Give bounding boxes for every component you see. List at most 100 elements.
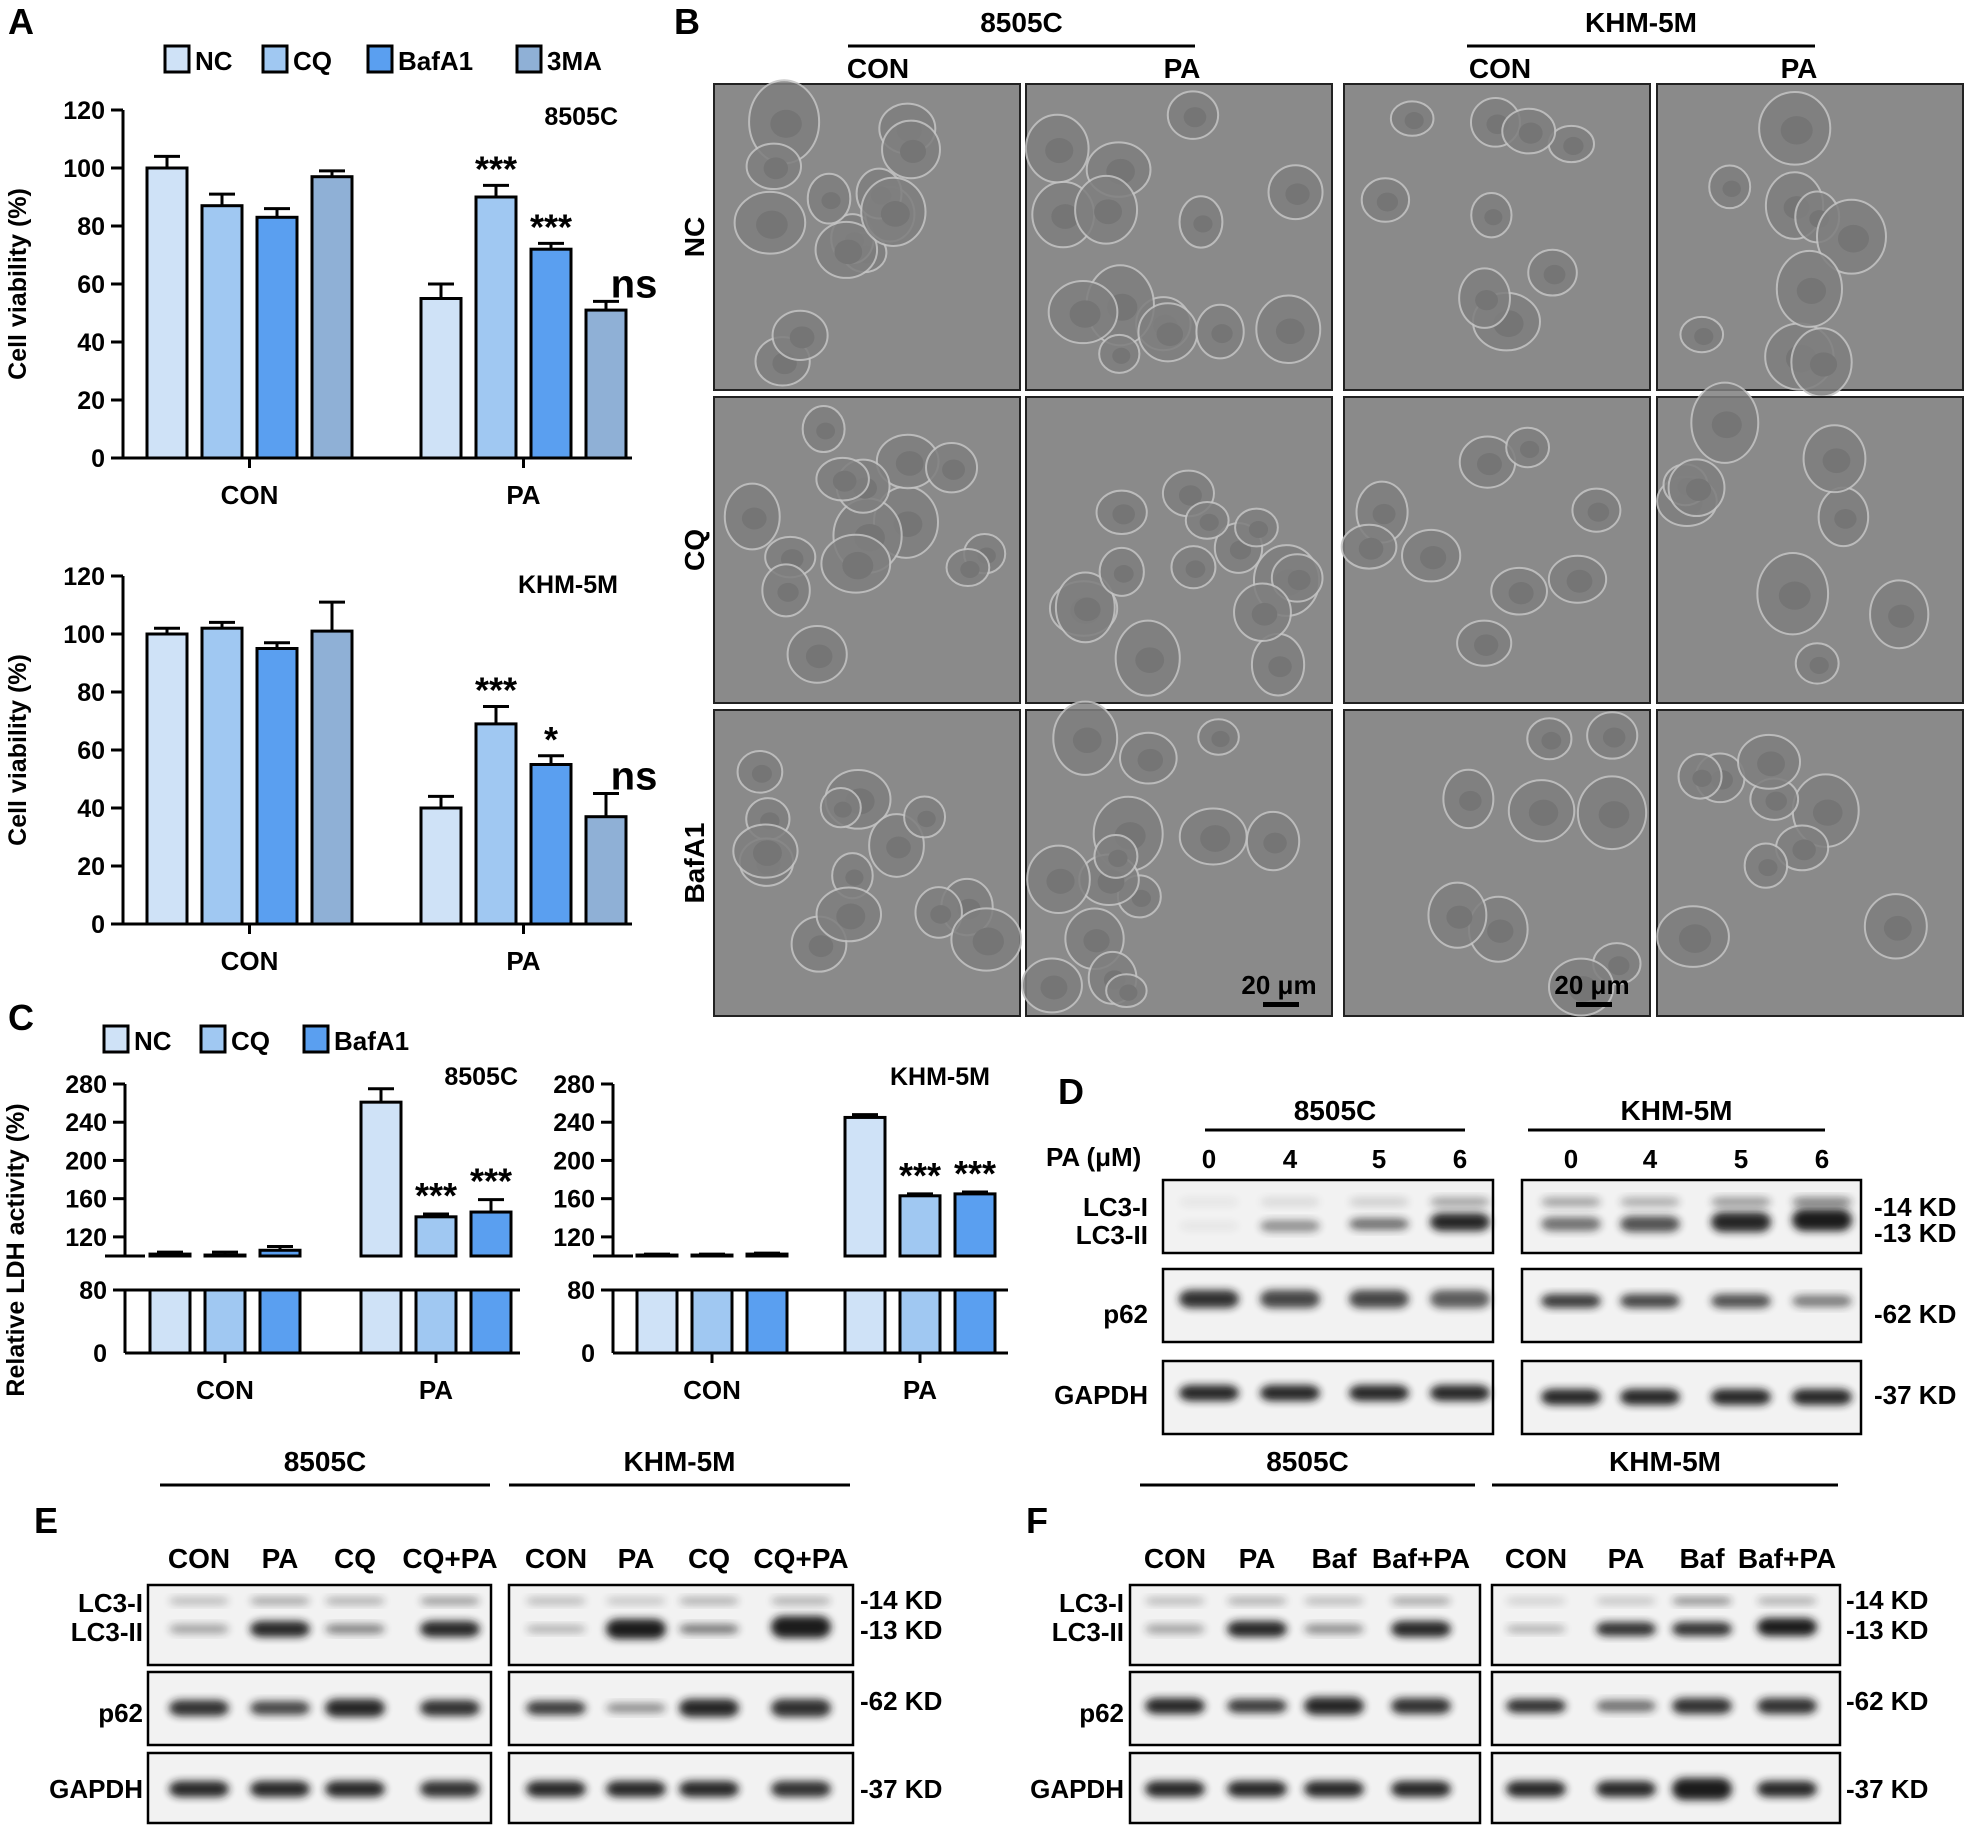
cell-nucleus [1376, 192, 1399, 212]
band-label: LC3-II [1076, 1220, 1148, 1250]
band-label: p62 [98, 1698, 143, 1728]
micrograph [1020, 700, 1333, 1017]
cell-nucleus [1211, 730, 1230, 748]
band [1304, 1697, 1364, 1715]
cell-nucleus [1722, 180, 1741, 198]
cell-nucleus [1094, 199, 1123, 225]
bar [584, 815, 628, 926]
band [1757, 1597, 1817, 1605]
cell-nucleus [832, 470, 857, 492]
cell-nucleus [1287, 569, 1311, 591]
cell-line-label: KHM-5M [518, 571, 618, 599]
x-tick-label: CON [683, 1375, 741, 1405]
cell-nucleus [789, 326, 815, 349]
significance-label: *** [475, 148, 517, 189]
cell-nucleus [741, 507, 767, 530]
cell-nucleus [1487, 919, 1514, 943]
group-label: KHM-5M [1609, 1446, 1721, 1477]
micrograph [1656, 381, 1964, 704]
cell-nucleus [834, 239, 863, 265]
band [1596, 1622, 1656, 1636]
band [1260, 1385, 1320, 1401]
bar [200, 204, 244, 460]
bar [953, 1192, 997, 1258]
column-label: CON [1469, 53, 1531, 84]
cell-nucleus [1474, 634, 1499, 656]
cell-nucleus [1211, 324, 1233, 344]
marker-label: -13 KD [1874, 1218, 1956, 1248]
y-tick-label: 0 [91, 911, 105, 939]
cell-nucleus [1692, 769, 1712, 787]
marker-label: -13 KD [1846, 1615, 1928, 1645]
band [250, 1781, 310, 1797]
cell-nucleus [821, 192, 841, 210]
cell-nucleus [1780, 116, 1813, 145]
cell-line-label: KHM-5M [890, 1063, 990, 1091]
bar-lower-segment [258, 1288, 302, 1355]
y-tick-label: 60 [77, 737, 105, 765]
cell-nucleus [1888, 604, 1915, 628]
cell-nucleus [1711, 411, 1742, 439]
cell-nucleus [1248, 520, 1269, 539]
bar [200, 626, 244, 926]
band [526, 1625, 586, 1633]
cell-nucleus [1083, 929, 1110, 953]
band [169, 1624, 229, 1634]
column-label: CON [847, 53, 909, 84]
band [1757, 1698, 1817, 1714]
band [1620, 1216, 1680, 1232]
y-tick-label: 120 [63, 563, 105, 591]
band [1672, 1698, 1732, 1714]
y-axis-label: Cell viability (%) [4, 654, 32, 846]
bar-lower-segment [469, 1288, 513, 1355]
lane-label: Baf [1679, 1543, 1725, 1574]
band [1620, 1294, 1680, 1308]
group-label: KHM-5M [624, 1446, 736, 1477]
cell-nucleus [1812, 799, 1843, 826]
cell-nucleus [1113, 565, 1134, 583]
marker-label: -13 KD [860, 1615, 942, 1645]
band [1260, 1290, 1320, 1308]
cell-nucleus [942, 459, 966, 480]
lane-label: PA [618, 1543, 655, 1574]
y-tick-label: 120 [63, 97, 105, 125]
cell-nucleus [1563, 136, 1584, 156]
lane-label: Baf+PA [1372, 1543, 1470, 1574]
band [771, 1597, 831, 1605]
cell-nucleus [1809, 656, 1829, 675]
cell-nucleus [1108, 849, 1128, 867]
x-tick-label: PA [506, 480, 540, 510]
marker-label: -62 KD [1874, 1299, 1956, 1329]
band [1541, 1294, 1601, 1308]
band [325, 1699, 385, 1717]
cell-nucleus [1608, 956, 1630, 976]
bar-lower-segment [953, 1288, 997, 1355]
bar-lower-segment [203, 1288, 247, 1355]
micrograph [1025, 396, 1333, 704]
y-tick-label: 120 [553, 1224, 595, 1252]
significance-label: ns [611, 262, 658, 306]
band [1541, 1389, 1601, 1405]
cell-nucleus [1446, 905, 1473, 929]
y-tick-label: 280 [553, 1071, 595, 1099]
legend-label: 3MA [547, 46, 602, 76]
x-tick-label: PA [506, 946, 540, 976]
cell-nucleus [960, 560, 980, 579]
band [1541, 1197, 1601, 1207]
y-tick-label: 40 [77, 329, 105, 357]
marker-label: -37 KD [1874, 1380, 1956, 1410]
cell-nucleus [1459, 790, 1482, 811]
micrograph [1024, 83, 1333, 391]
group-label: KHM-5M [1621, 1095, 1733, 1126]
band [771, 1781, 831, 1797]
significance-label: *** [470, 1161, 512, 1202]
band-label: LC3-I [1083, 1192, 1148, 1222]
micrograph [1656, 709, 1964, 1017]
band [420, 1597, 480, 1605]
legend-label: CQ [231, 1026, 270, 1056]
cell-nucleus [1285, 183, 1310, 205]
bar-lower-segment [635, 1288, 679, 1355]
y-tick-label: 200 [553, 1147, 595, 1175]
band [526, 1781, 586, 1797]
